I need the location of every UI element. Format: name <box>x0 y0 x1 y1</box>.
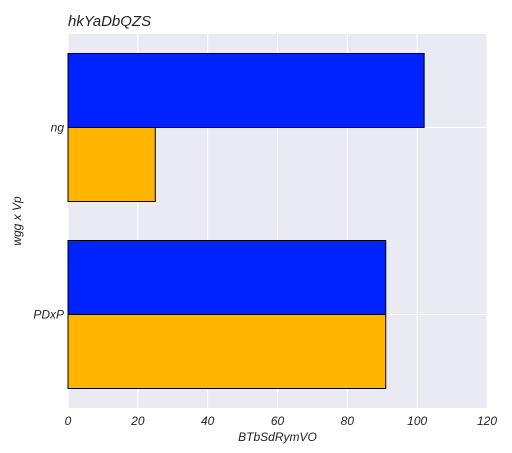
bars <box>67 53 425 389</box>
x-tick-label: 100 <box>407 414 427 428</box>
x-tick-label: 80 <box>341 414 355 428</box>
y-tick-label: PDxP <box>33 308 64 322</box>
tick-labels: 0 20 40 60 80 100 120 ng PDxP <box>33 121 497 429</box>
x-tick-label: 120 <box>477 414 497 428</box>
x-tick-label: 40 <box>201 414 215 428</box>
x-tick-label: 60 <box>271 414 285 428</box>
bar-PDxP-series-1 <box>67 240 387 315</box>
x-axis-label: BTbSdRymVO <box>238 430 317 444</box>
chart-title: hkYaDbQZS <box>68 13 151 30</box>
x-tick-label: 0 <box>65 414 72 428</box>
bar-PDxP-series-2 <box>67 314 387 389</box>
bar-ng-series-2 <box>67 127 156 202</box>
bar-ng-series-1 <box>67 53 425 128</box>
y-tick-label: ng <box>51 121 65 135</box>
y-axis-label: wgg x Vp <box>10 196 24 246</box>
x-tick-label: 20 <box>130 414 145 428</box>
